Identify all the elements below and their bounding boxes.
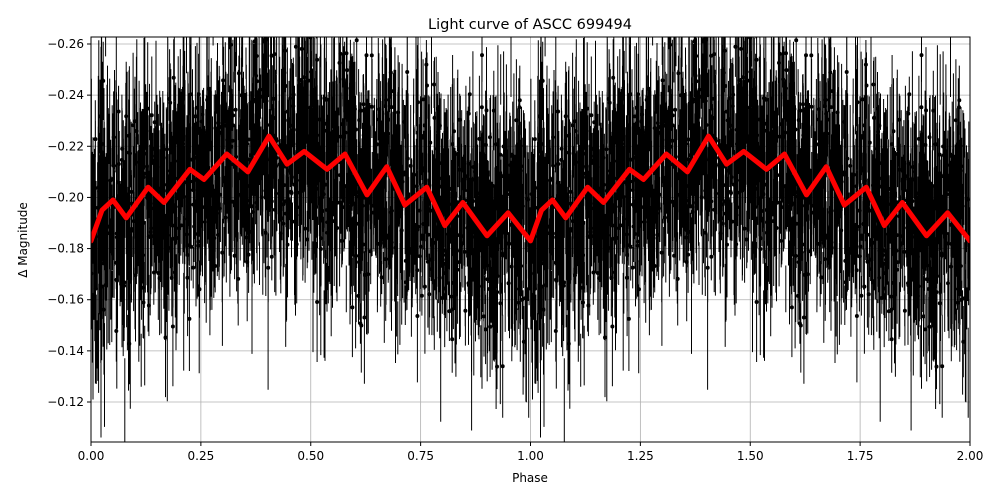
y-tick-label: −0.26: [47, 37, 84, 51]
x-tick-label: 1.75: [847, 449, 874, 463]
y-tick-label: −0.24: [47, 88, 84, 102]
x-axis-ticks: 0.00 0.25 0.50 0.75 1.00 1.25 1.50 1.75 2.00: [78, 442, 984, 463]
x-tick-label: 0.50: [297, 449, 324, 463]
y-tick-label: −0.20: [47, 190, 84, 204]
x-tick-label: 2.00: [957, 449, 984, 463]
x-tick-label: 1.50: [737, 449, 764, 463]
y-tick-label: −0.18: [47, 242, 84, 256]
y-tick-label: −0.16: [47, 293, 84, 307]
model-fit-line: [91, 133, 970, 244]
y-axis-label: Δ Magnitude: [16, 202, 30, 278]
x-tick-label: 1.25: [627, 449, 654, 463]
plot-frame: [90, 36, 971, 443]
x-tick-label: 0.25: [188, 449, 215, 463]
y-tick-label: −0.14: [47, 344, 84, 358]
x-tick-label: 1.00: [517, 449, 544, 463]
x-axis-label: Phase: [512, 471, 548, 485]
x-tick-label: 0.00: [78, 449, 105, 463]
y-axis-ticks: −0.26 −0.24 −0.22 −0.20 −0.18 −0.16 −0.14 −0.12: [47, 37, 91, 409]
chart-title: Light curve of ASCC 699494: [428, 17, 632, 33]
x-tick-label: 0.75: [407, 449, 434, 463]
y-tick-label: −0.12: [47, 395, 84, 409]
y-tick-label: −0.22: [47, 139, 84, 153]
